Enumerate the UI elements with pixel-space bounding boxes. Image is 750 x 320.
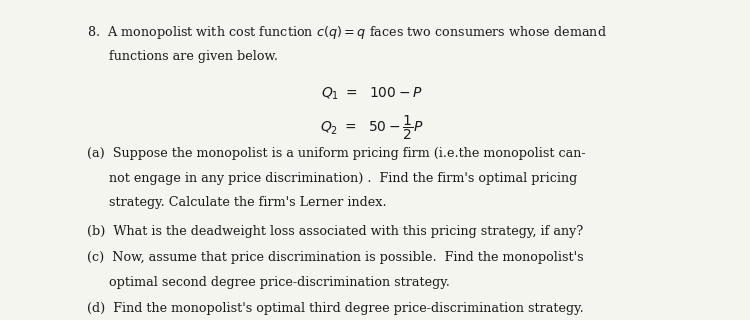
Text: (b)  What is the deadweight loss associated with this pricing strategy, if any?: (b) What is the deadweight loss associat…	[87, 225, 583, 237]
Text: $Q_2 \ = \ \ 50 - \dfrac{1}{2}P$: $Q_2 \ = \ \ 50 - \dfrac{1}{2}P$	[320, 114, 424, 142]
Text: (d)  Find the monopolist's optimal third degree price-discrimination strategy.: (d) Find the monopolist's optimal third …	[87, 302, 584, 315]
Text: (c)  Now, assume that price discrimination is possible.  Find the monopolist's: (c) Now, assume that price discriminatio…	[87, 252, 584, 264]
Text: functions are given below.: functions are given below.	[109, 51, 278, 63]
Text: optimal second degree price-discrimination strategy.: optimal second degree price-discriminati…	[109, 276, 450, 289]
Text: $Q_1 \ = \ \ 100 - P$: $Q_1 \ = \ \ 100 - P$	[321, 85, 423, 102]
Text: (a)  Suppose the monopolist is a uniform pricing firm (i.e.the monopolist can-: (a) Suppose the monopolist is a uniform …	[87, 147, 585, 160]
Text: 8.  A monopolist with cost function $c(q) = q$ faces two consumers whose demand: 8. A monopolist with cost function $c(q)…	[87, 24, 607, 41]
Text: strategy. Calculate the firm's Lerner index.: strategy. Calculate the firm's Lerner in…	[109, 196, 386, 209]
Text: not engage in any price discrimination) .  Find the firm's optimal pricing: not engage in any price discrimination) …	[109, 172, 578, 185]
